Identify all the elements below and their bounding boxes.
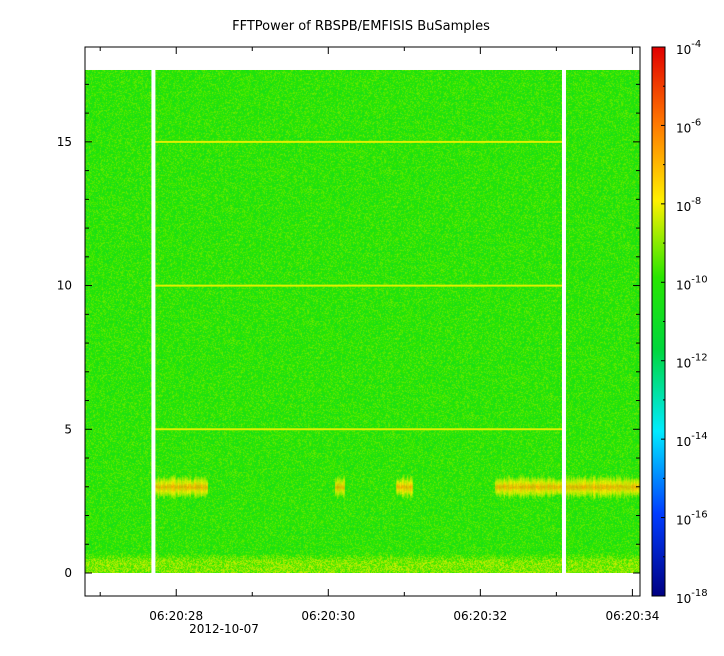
x-tick-label: 06:20:30 — [301, 609, 355, 623]
y-tick-label: 0 — [64, 566, 72, 580]
chart-title: FFTPower of RBSPB/EMFISIS BuSamples — [232, 19, 490, 34]
colorbar-tick-label: 10-8 — [676, 196, 701, 214]
x-tick-label: 06:20:34 — [605, 609, 659, 623]
x-tick-label: 06:20:28 — [149, 609, 203, 623]
colorbar-tick-label: 10-4 — [676, 39, 701, 57]
x-tick-label: 06:20:32 — [453, 609, 507, 623]
colorbar-tick-label: 10-10 — [676, 274, 708, 292]
y-axis: 0 5 10 15 — [57, 83, 640, 580]
data-gap — [561, 47, 566, 596]
colorbar-tick-label: 10-12 — [676, 353, 708, 371]
y-tick-label: 15 — [57, 135, 72, 149]
x-axis: 06:20:28 06:20:30 06:20:32 06:20:34 — [99, 47, 659, 623]
plot-area — [84, 46, 641, 597]
spectrogram-image — [85, 69, 640, 573]
x-date-label: 2012-10-07 — [189, 622, 259, 636]
y-tick-label: 10 — [57, 279, 72, 293]
colorbar-tick-label: 10-14 — [676, 431, 708, 449]
colorbar-tick-label: 10-18 — [676, 588, 708, 606]
y-tick-label: 5 — [64, 422, 72, 436]
colorbar: 10-4 10-6 10-8 10-10 10-12 10-14 10-16 10-18 — [651, 39, 708, 606]
colorbar-tick-label: 10-16 — [676, 510, 708, 528]
colorbar-tick-label: 10-6 — [676, 117, 701, 135]
plot-frame — [84, 46, 641, 597]
data-gap — [151, 47, 156, 596]
